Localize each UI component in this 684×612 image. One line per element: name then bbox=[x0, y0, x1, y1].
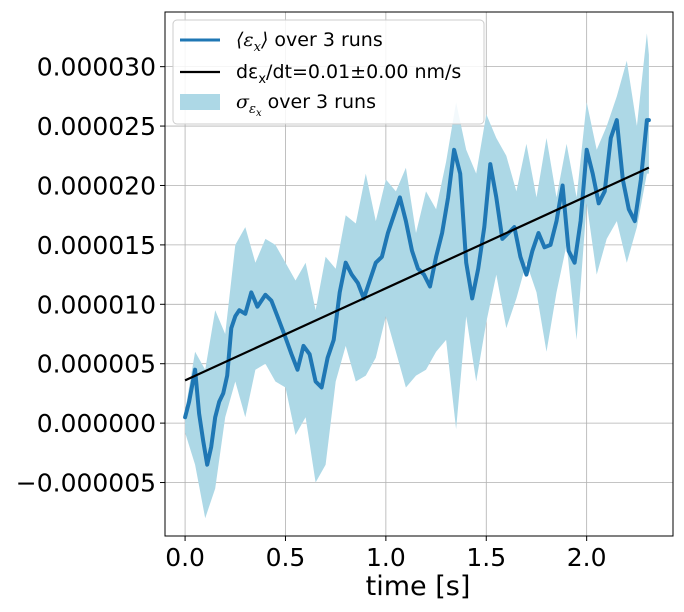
mean-line bbox=[183, 118, 651, 467]
legend-fit-label: dεx/dt=0.01±0.00 nm/s bbox=[236, 61, 461, 87]
fit-line-segment bbox=[184, 166, 650, 382]
x-axis-ticks: 0.0 0.5 1.0 1.5 2.0 bbox=[165, 536, 607, 572]
legend-band-swatch bbox=[180, 94, 220, 110]
std-band-area bbox=[185, 33, 649, 519]
x-tick-label: 1.5 bbox=[466, 543, 506, 572]
x-tick-label: 1.0 bbox=[366, 543, 406, 572]
y-axis-ticks: −0.000005 0.000000 0.000005 0.000010 0.00001… bbox=[16, 53, 165, 498]
y-tick-label: −0.000005 bbox=[16, 469, 156, 498]
y-tick-label: 0.000015 bbox=[37, 231, 156, 260]
y-tick-label: 0.000025 bbox=[37, 112, 156, 141]
legend-band-label: σεx over 3 runs bbox=[236, 91, 376, 119]
x-tick-label: 0.0 bbox=[165, 543, 205, 572]
y-tick-label: 0.000005 bbox=[37, 350, 156, 379]
x-axis-label: time [s] bbox=[366, 571, 471, 602]
y-tick-label: 0.000030 bbox=[37, 53, 156, 82]
legend-mean-label: ⟨εx⟩ over 3 runs bbox=[236, 29, 383, 55]
y-tick-label: 0.000010 bbox=[37, 290, 156, 319]
fit-line bbox=[184, 166, 650, 382]
legend-box bbox=[172, 19, 485, 125]
plot-frame bbox=[164, 11, 674, 537]
y-tick-label: 0.000000 bbox=[37, 409, 156, 438]
y-tick-label: 0.000020 bbox=[37, 171, 156, 200]
x-tick-label: 0.5 bbox=[266, 543, 306, 572]
legend: ⟨εx⟩ over 3 runs dεx/dt=0.01±0.00 nm/s σ… bbox=[172, 19, 485, 125]
std-band bbox=[185, 33, 649, 519]
x-tick-label: 2.0 bbox=[567, 543, 607, 572]
mean-strain-line bbox=[183, 118, 651, 467]
